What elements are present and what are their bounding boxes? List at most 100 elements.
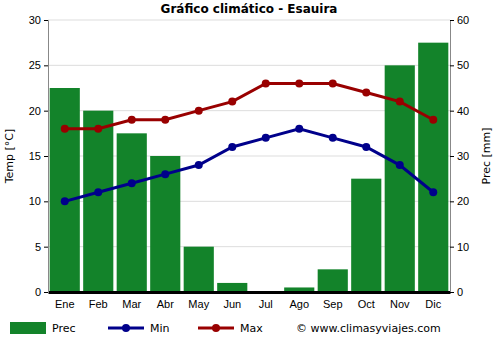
axis-line: [44, 21, 49, 293]
legend-swatch: [10, 322, 46, 334]
tick-label: 20: [457, 195, 469, 207]
marker: [329, 134, 337, 142]
tick: Jul: [259, 292, 273, 310]
grid-line: [48, 20, 450, 21]
tick: 30: [29, 14, 48, 26]
tick: Dic: [425, 292, 441, 310]
tick-label: 10: [29, 195, 41, 207]
legend-item: Prec: [10, 322, 76, 335]
marker: [429, 116, 437, 124]
tick-mark: [44, 65, 48, 66]
tick-label: 40: [457, 105, 469, 117]
bar: [351, 179, 381, 292]
tick-label: Feb: [89, 298, 108, 310]
annotation: © www.climasyviajes.com: [296, 322, 441, 335]
marks: [50, 43, 449, 292]
tick-label: 0: [35, 286, 41, 298]
tick-label: Jul: [259, 298, 273, 310]
tick-label: Sep: [323, 298, 343, 310]
tick: 20: [29, 105, 48, 117]
tick: 0: [35, 286, 48, 298]
marker: [362, 89, 370, 97]
tick: Ene: [55, 292, 75, 310]
marker: [396, 161, 404, 169]
legend-item: Max: [198, 322, 263, 335]
marker: [295, 125, 303, 133]
tick-label: Nov: [390, 298, 410, 310]
legend-label: Max: [240, 322, 263, 335]
axis-line: [451, 21, 455, 293]
marker: [61, 197, 69, 205]
tick-label: Mar: [122, 298, 141, 310]
marker: [329, 79, 337, 87]
tick: Abr: [157, 292, 174, 310]
tick: 25: [29, 59, 48, 71]
tick: 20: [450, 195, 469, 207]
tick: Feb: [89, 292, 108, 310]
tick-label: Jun: [223, 298, 241, 310]
tick-mark: [450, 20, 454, 21]
tick: 60: [450, 14, 469, 26]
tick-label: 0: [457, 286, 463, 298]
tick-label: 20: [29, 105, 41, 117]
marker: [94, 188, 102, 196]
marker: [262, 79, 270, 87]
tick-mark: [44, 201, 48, 202]
tick-label: 30: [457, 150, 469, 162]
marker: [161, 170, 169, 178]
tick-label: Ago: [289, 298, 309, 310]
chart: Ene Feb Mar Abr May Jun Jul Ago Sep Oct Nov Dic 0 5 10…: [0, 0, 500, 350]
marker: [128, 179, 136, 187]
tick: 40: [450, 105, 469, 117]
tick: Jun: [223, 292, 241, 310]
tick-label: 50: [457, 59, 469, 71]
x-axis: Ene Feb Mar Abr May Jun Jul Ago Sep Oct Nov Dic: [49, 292, 451, 310]
bar: [117, 133, 147, 292]
tick-mark: [450, 201, 454, 202]
marker: [228, 143, 236, 151]
legend-label: Prec: [52, 322, 76, 335]
tick: 50: [450, 59, 469, 71]
marker: [429, 188, 437, 196]
marker: [161, 116, 169, 124]
bar: [184, 247, 214, 292]
plot: Ene Feb Mar Abr May Jun Jul Ago Sep Oct Nov Dic 0 5 10…: [29, 14, 470, 310]
tick-label: Oct: [358, 298, 375, 310]
y2-axis-title: Prec [mm]: [480, 127, 493, 184]
tick-label: 5: [35, 241, 41, 253]
tick-label: Dic: [425, 298, 441, 310]
tick: 30: [450, 150, 469, 162]
marker: [195, 161, 203, 169]
tick-label: 25: [29, 59, 41, 71]
bar: [318, 269, 348, 292]
tick-mark: [44, 156, 48, 157]
tick-mark: [44, 292, 48, 293]
legend-item: Min: [108, 322, 170, 335]
tick: 10: [450, 241, 469, 253]
tick: Oct: [358, 292, 375, 310]
marker: [262, 134, 270, 142]
tick-label: 10: [457, 241, 469, 253]
title: Gráfico climático - Esauira: [161, 2, 338, 16]
marker: [228, 98, 236, 106]
marker: [295, 79, 303, 87]
marker: [396, 98, 404, 106]
line: [65, 129, 434, 202]
tick: Nov: [390, 292, 410, 310]
marker: [61, 125, 69, 133]
tick-label: 30: [29, 14, 41, 26]
grid: [48, 20, 450, 292]
marker: [128, 116, 136, 124]
tick: 10: [29, 195, 48, 207]
tick-mark: [450, 247, 454, 248]
legend-marker: [212, 324, 220, 332]
tick-label: 60: [457, 14, 469, 26]
tick: Sep: [323, 292, 343, 310]
legend: Prec Min Max © www.climasyviajes.com: [10, 322, 441, 335]
tick: 0: [450, 286, 463, 298]
tick-label: Ene: [55, 298, 75, 310]
tick-label: May: [188, 298, 209, 310]
bar: [50, 88, 80, 292]
line: [65, 83, 434, 128]
y2-axis: 0 10 20 30 40 50 60: [450, 14, 469, 298]
